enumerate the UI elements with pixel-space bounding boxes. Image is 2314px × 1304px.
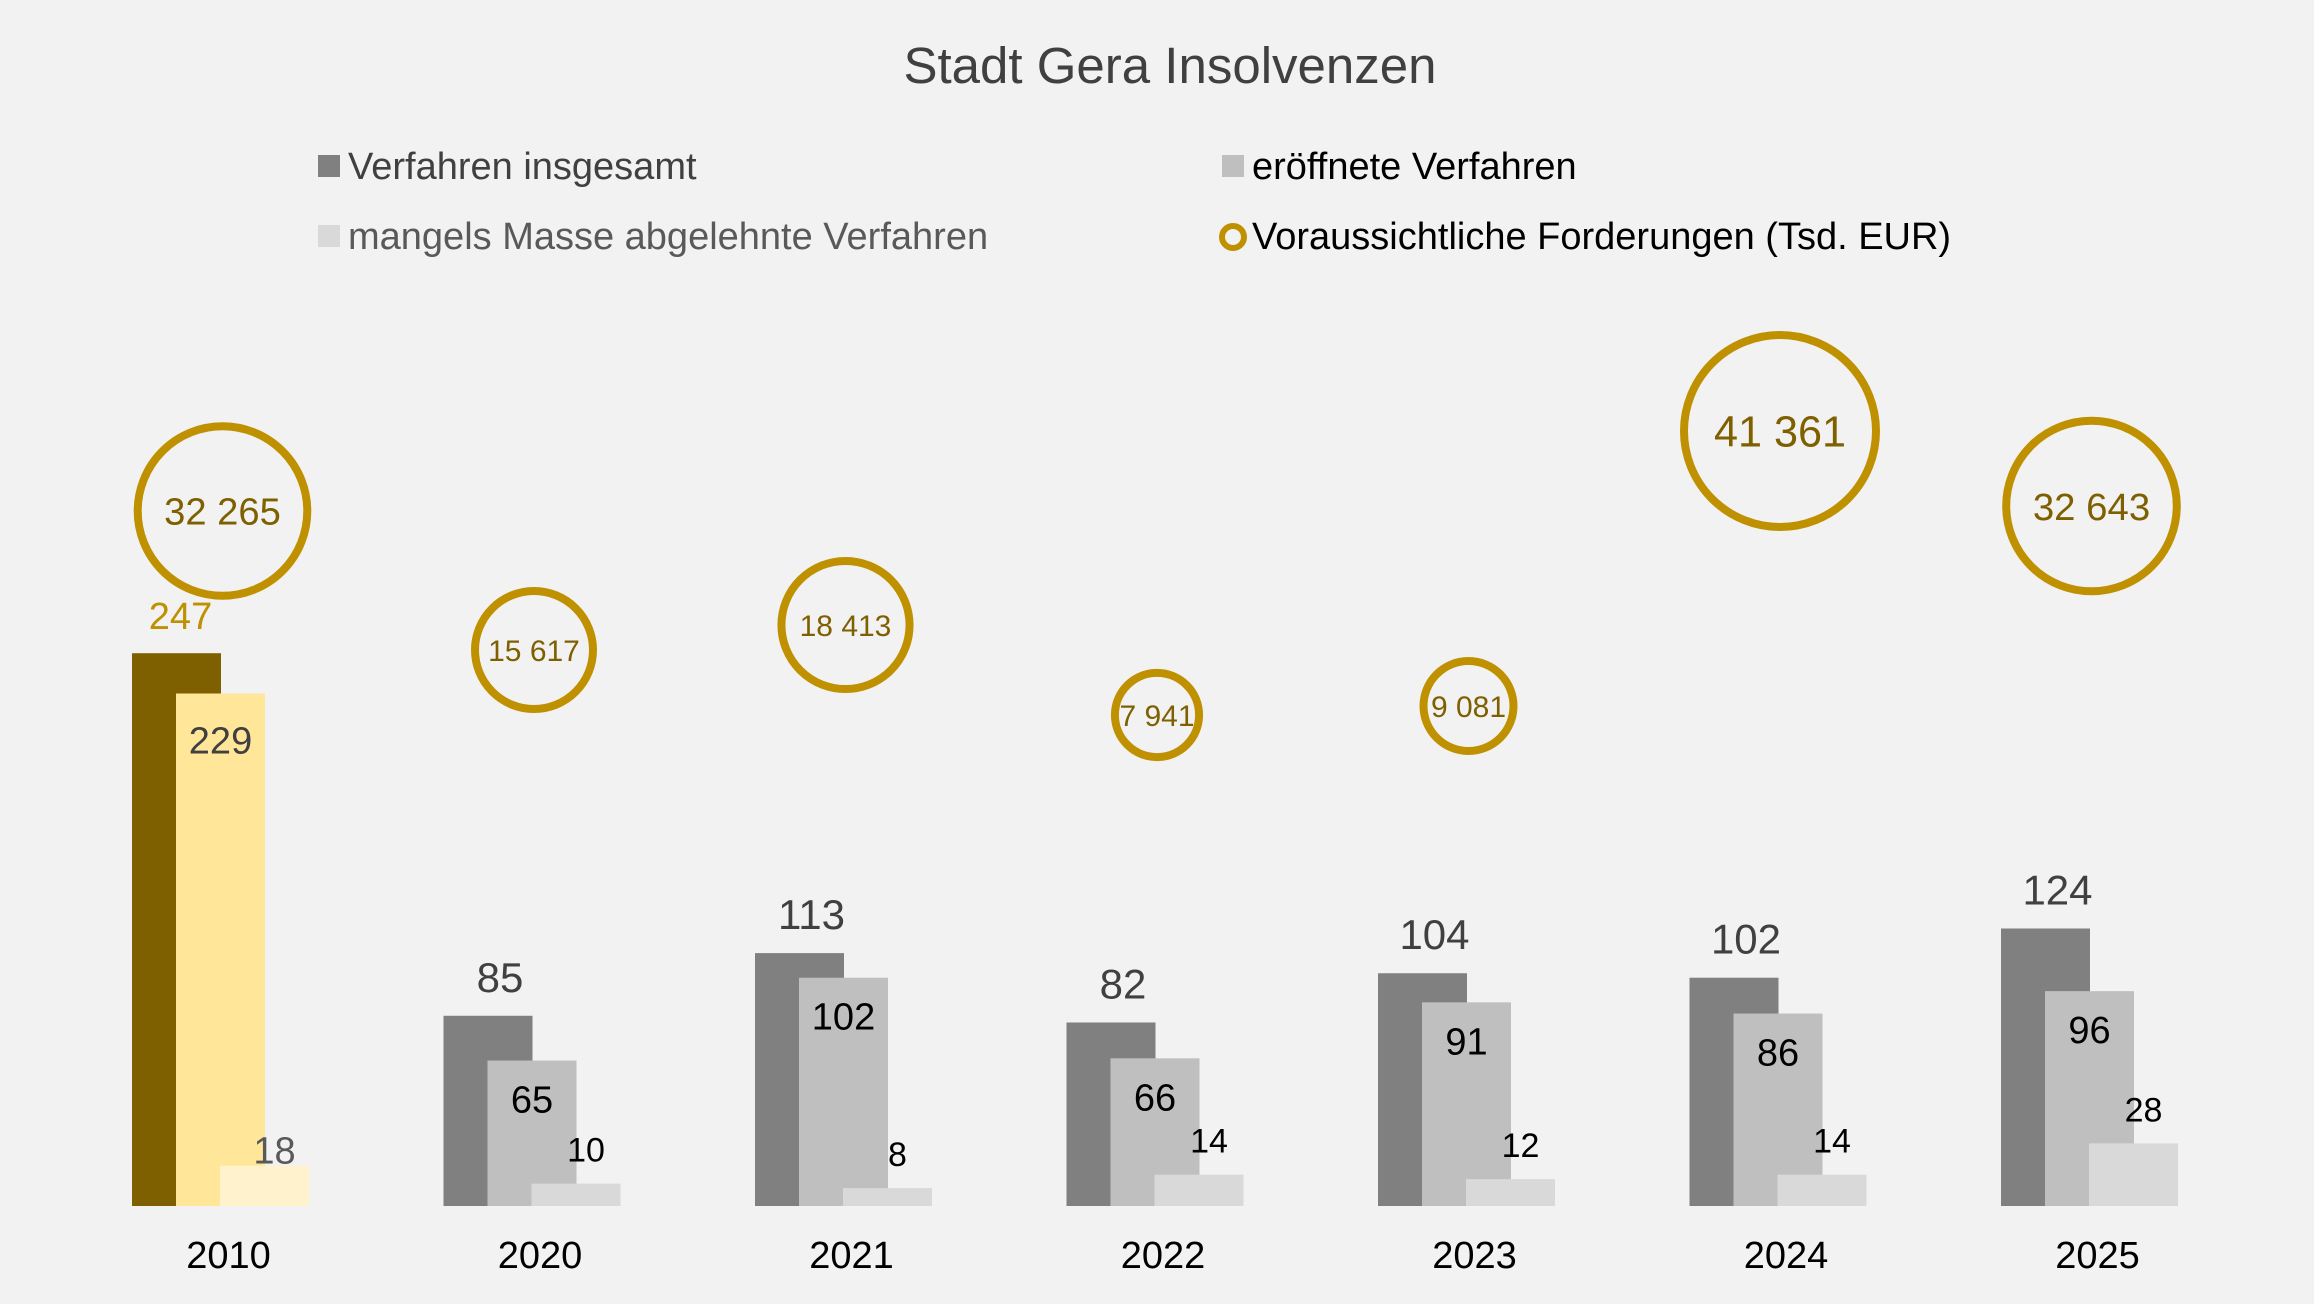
bar-labels-layer: 247 229 18 85 65 10 113 102 8 82 66 14 104 91 12 102 86 1… xyxy=(149,596,2163,1174)
tick-label-2010: 2010 xyxy=(186,1235,271,1277)
bar-rejected-2010 xyxy=(220,1165,309,1206)
label-opened-2021: 102 xyxy=(812,997,875,1039)
label-total-2010: 247 xyxy=(149,596,212,638)
bar-rejected-2024 xyxy=(1777,1174,1867,1206)
bubble-label-2020: 15 617 xyxy=(488,635,580,668)
x-axis-ticks: 2010 2020 2021 2022 2023 2024 2025 xyxy=(186,1235,2140,1277)
legend-swatch-rejected xyxy=(318,225,340,247)
tick-label-2020: 2020 xyxy=(498,1235,583,1277)
label-opened-2020: 65 xyxy=(511,1080,553,1122)
legend-label-bubble: Voraussichtliche Forderungen (Tsd. EUR) xyxy=(1252,216,1951,258)
bubble-2010 xyxy=(133,422,312,600)
bubble-2022 xyxy=(1110,668,1204,762)
legend-swatch-total xyxy=(318,155,340,177)
label-opened-2025: 96 xyxy=(2068,1010,2110,1052)
chart-title: Stadt Gera Insolvenzen xyxy=(904,37,1437,94)
bubble-2020 xyxy=(471,587,597,713)
legend: Verfahren insgesamt eröffnete Verfahren … xyxy=(318,146,1951,258)
bar-rejected-2021 xyxy=(843,1188,932,1206)
label-total-2022: 82 xyxy=(1100,960,1147,1007)
label-opened-2023: 91 xyxy=(1445,1021,1487,1063)
bubble-2025 xyxy=(2002,416,2181,596)
bar-rejected-2025 xyxy=(2089,1143,2178,1206)
bar-opened-2024 xyxy=(1733,1013,1823,1206)
label-total-2024: 102 xyxy=(1711,916,1781,963)
legend-label-rejected: mangels Masse abgelehnte Verfahren xyxy=(348,216,988,258)
label-opened-2010: 229 xyxy=(189,720,252,762)
label-opened-2024: 86 xyxy=(1757,1033,1799,1075)
bar-rejected-2023 xyxy=(1466,1179,1555,1206)
bubble-label-2023: 9 081 xyxy=(1431,691,1506,724)
bubble-label-2021: 18 413 xyxy=(800,610,892,643)
label-rejected-2010: 18 xyxy=(253,1131,295,1173)
tick-label-2021: 2021 xyxy=(809,1235,894,1277)
label-total-2023: 104 xyxy=(1399,911,1469,958)
bubble-label-2025: 32 643 xyxy=(2033,486,2150,529)
legend-label-opened: eröffnete Verfahren xyxy=(1252,146,1577,188)
bubble-2024 xyxy=(1680,331,1880,531)
label-rejected-2022: 14 xyxy=(1190,1123,1228,1161)
label-total-2020: 85 xyxy=(477,954,524,1001)
tick-label-2024: 2024 xyxy=(1744,1235,1829,1277)
tick-label-2025: 2025 xyxy=(2055,1235,2140,1277)
label-total-2021: 113 xyxy=(778,891,845,938)
label-rejected-2020: 10 xyxy=(567,1132,605,1170)
label-rejected-2023: 12 xyxy=(1502,1127,1540,1165)
label-opened-2022: 66 xyxy=(1134,1077,1176,1119)
bubble-label-2022: 7 941 xyxy=(1119,700,1194,733)
legend-swatch-opened xyxy=(1222,155,1244,177)
bar-rejected-2020 xyxy=(531,1183,621,1206)
label-rejected-2024: 14 xyxy=(1813,1123,1851,1161)
tick-label-2023: 2023 xyxy=(1432,1235,1517,1277)
label-total-2025: 124 xyxy=(2022,866,2092,913)
legend-label-total: Verfahren insgesamt xyxy=(348,146,697,188)
bubbles-layer: 32 265 15 617 18 413 7 941 9 081 41 361 32 643 xyxy=(133,331,2181,762)
bar-rejected-2022 xyxy=(1154,1174,1244,1206)
bubble-label-2024: 41 361 xyxy=(1714,409,1846,457)
bar-opened-2023 xyxy=(1422,1002,1511,1206)
bars-layer xyxy=(132,653,2178,1206)
bubble-2021 xyxy=(777,556,914,694)
bubble-label-2010: 32 265 xyxy=(164,491,281,534)
bubble-2023 xyxy=(1419,657,1518,755)
bar-opened-2021 xyxy=(799,977,888,1206)
bar-opened-2010 xyxy=(176,693,265,1206)
label-rejected-2021: 8 xyxy=(888,1136,907,1174)
bar-opened-2020 xyxy=(487,1060,577,1206)
legend-marker-bubble xyxy=(1219,223,1247,251)
tick-label-2022: 2022 xyxy=(1121,1235,1206,1277)
label-rejected-2025: 28 xyxy=(2125,1091,2163,1129)
